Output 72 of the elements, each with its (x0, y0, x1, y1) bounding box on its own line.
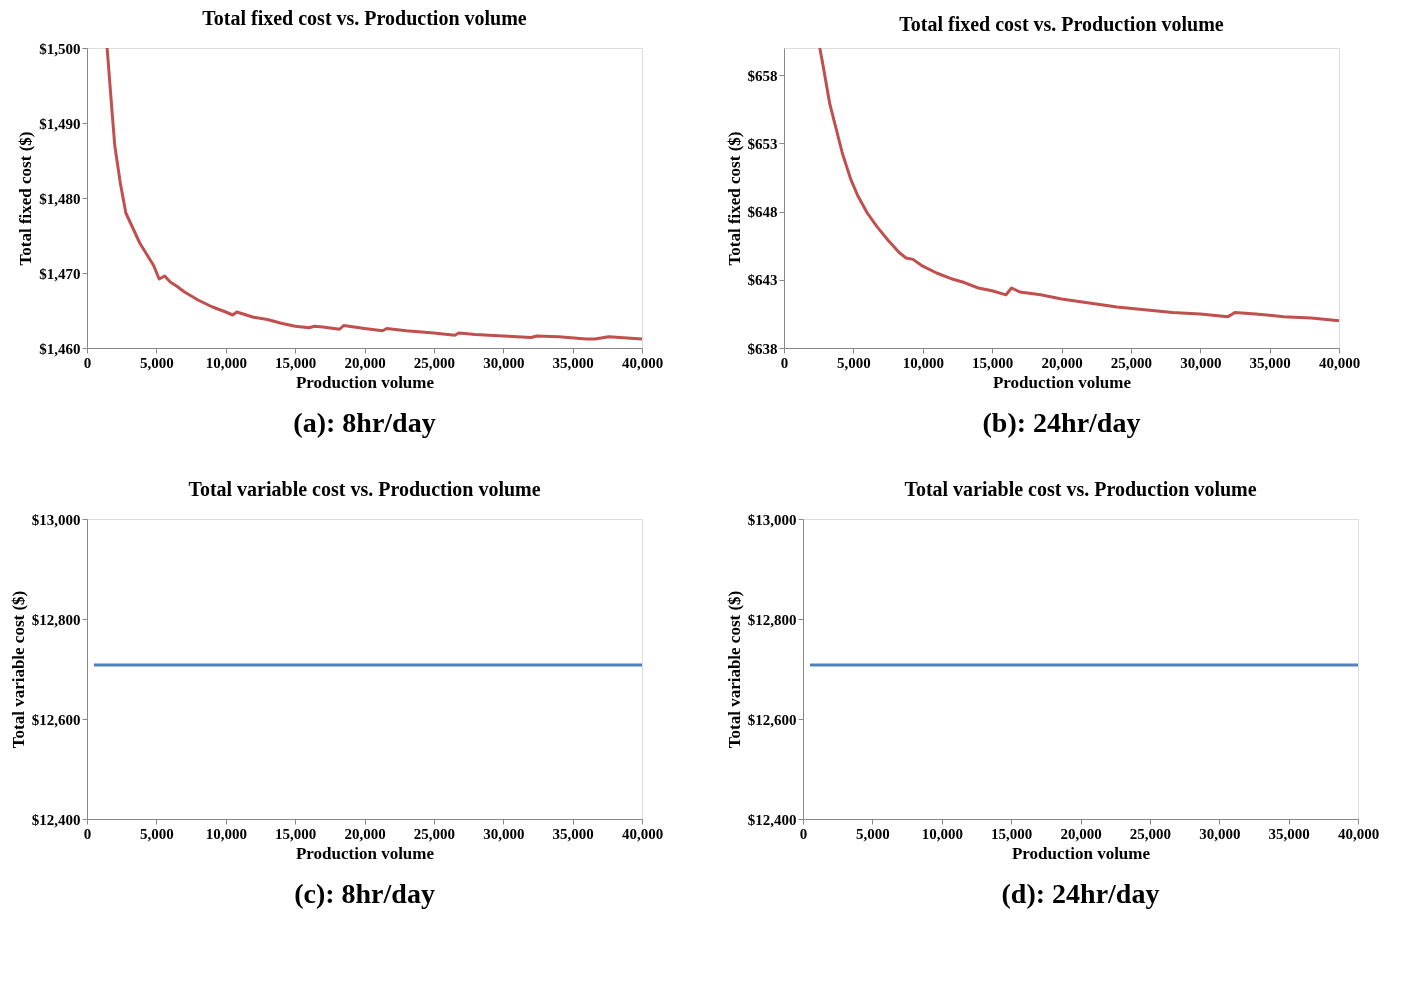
x-tick-label: 10,000 (921, 825, 963, 842)
x-tick-label: 30,000 (1199, 825, 1241, 842)
y-tick-label: $1,470 (39, 265, 81, 282)
x-tick-label: 10,000 (205, 354, 247, 371)
y-tick-label: $638 (747, 340, 778, 357)
text: (a): 8hr/day (293, 407, 436, 438)
y-tick-label: $12,800 (31, 611, 81, 628)
x-tick-label: 5,000 (140, 825, 174, 842)
x-tick-label: 35,000 (552, 354, 594, 371)
y-tick-label: $12,400 (31, 811, 81, 828)
y-tick-label: $643 (747, 272, 778, 289)
x-tick-label: 5,000 (140, 354, 174, 371)
y-tick-label: $648 (747, 204, 778, 221)
y-tick-label: $1,490 (39, 115, 81, 132)
line-series (818, 46, 1341, 323)
y-tick-label: $658 (747, 67, 778, 84)
x-tick-label: 15,000 (991, 825, 1033, 842)
x-tick-label: 0 (780, 354, 789, 371)
y-tick-label: $1,480 (39, 190, 81, 207)
y-tick-label: $12,600 (747, 711, 797, 728)
y-axis-title: Total variable cost ($) (8, 590, 28, 749)
x-tick-label: 0 (83, 825, 92, 842)
x-tick-label: 20,000 (344, 354, 386, 371)
chart-title: Total variable cost vs. Production volume (188, 478, 541, 500)
text: (b): 24hr/day (982, 407, 1141, 438)
x-tick-label: 0 (83, 354, 92, 371)
y-tick-label: $13,000 (747, 511, 797, 528)
x-tick-label: 10,000 (205, 825, 247, 842)
x-tick-label: 15,000 (275, 825, 317, 842)
y-tick-label: $12,800 (747, 611, 797, 628)
x-tick-label: 5,000 (856, 825, 890, 842)
y-tick-label: $1,460 (39, 340, 81, 357)
x-tick-label: 25,000 (413, 825, 455, 842)
y-axis-title: Total fixed cost ($) (16, 131, 36, 266)
x-tick-label: 10,000 (902, 354, 944, 371)
x-tick-label: 25,000 (413, 354, 455, 371)
x-tick-label: 30,000 (483, 825, 525, 842)
x-tick-label: 35,000 (552, 825, 594, 842)
x-tick-label: 35,000 (1249, 354, 1291, 371)
text: (d): 24hr/day (1001, 878, 1160, 909)
x-tick-label: 15,000 (972, 354, 1014, 371)
x-tick-label: 0 (799, 825, 808, 842)
x-tick-label: 20,000 (1041, 354, 1083, 371)
y-tick-label: $13,000 (31, 511, 81, 528)
chart-title: Total variable cost vs. Production volume (904, 478, 1257, 500)
x-tick-label: 35,000 (1268, 825, 1310, 842)
line-series (105, 46, 644, 341)
x-tick-label: 20,000 (344, 825, 386, 842)
chart-title: Total fixed cost vs. Production volume (202, 7, 527, 29)
x-tick-label: 30,000 (483, 354, 525, 371)
y-tick-label: $653 (747, 135, 778, 152)
y-axis-title: Total variable cost ($) (724, 590, 744, 749)
x-tick-label: 25,000 (1110, 354, 1152, 371)
x-tick-label: 40,000 (621, 825, 664, 842)
y-tick-label: $1,500 (39, 40, 81, 57)
x-axis-title: Production volume (295, 843, 435, 863)
x-axis-title: Production volume (992, 372, 1132, 392)
x-tick-label: 30,000 (1180, 354, 1222, 371)
x-tick-label: 5,000 (837, 354, 871, 371)
x-axis-title: Production volume (1011, 843, 1151, 863)
x-tick-label: 40,000 (1318, 354, 1361, 371)
x-tick-label: 15,000 (275, 354, 317, 371)
text: (c): 8hr/day (294, 878, 435, 909)
x-tick-label: 40,000 (621, 354, 664, 371)
y-tick-label: $12,400 (747, 811, 797, 828)
y-tick-label: $12,600 (31, 711, 81, 728)
x-axis-title: Production volume (295, 372, 435, 392)
chart-title: Total fixed cost vs. Production volume (899, 12, 1224, 35)
x-tick-label: 25,000 (1129, 825, 1171, 842)
x-tick-label: 40,000 (1337, 825, 1380, 842)
x-tick-label: 20,000 (1060, 825, 1102, 842)
y-axis-title: Total fixed cost ($) (724, 131, 744, 266)
